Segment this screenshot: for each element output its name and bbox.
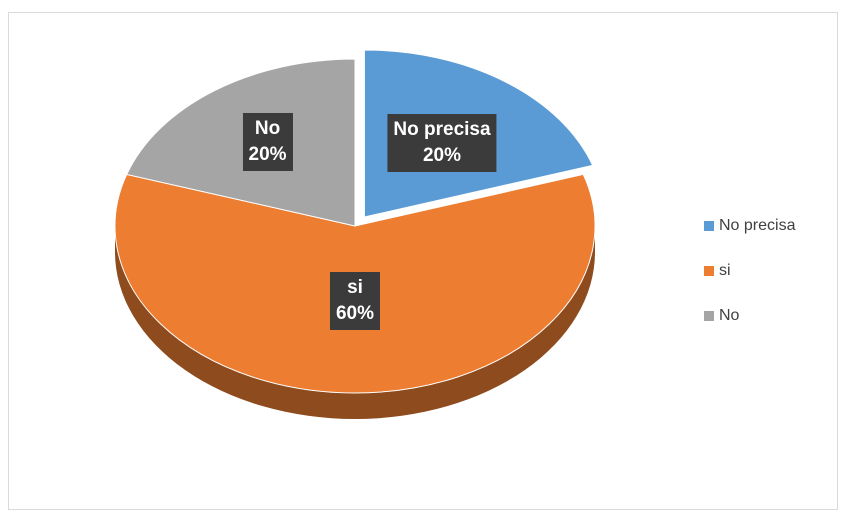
data-label-category: si [347, 277, 363, 299]
data-label-value: 20% [248, 144, 287, 166]
data-label-si: si 60% [329, 272, 381, 331]
data-label-category: No [254, 118, 281, 140]
data-label-no: No 20% [242, 113, 293, 172]
slice-no [126, 58, 356, 227]
legend: No precisa si No [704, 214, 795, 349]
data-label-value: 20% [422, 144, 461, 166]
legend-label-no: No [719, 307, 740, 324]
legend-item-no: No [704, 304, 795, 328]
legend-label-si: si [719, 262, 731, 279]
legend-item-no-precisa: No precisa [704, 214, 795, 238]
data-label-category: No precisa [393, 118, 491, 140]
legend-item-si: si [704, 259, 795, 283]
legend-label-no-precisa: No precisa [719, 217, 796, 234]
data-label-value: 60% [335, 303, 375, 325]
data-label-no-precisa: No precisa 20% [387, 113, 497, 172]
legend-swatch-si [704, 266, 714, 276]
legend-swatch-no [704, 311, 714, 321]
legend-swatch-no-precisa [704, 221, 714, 231]
